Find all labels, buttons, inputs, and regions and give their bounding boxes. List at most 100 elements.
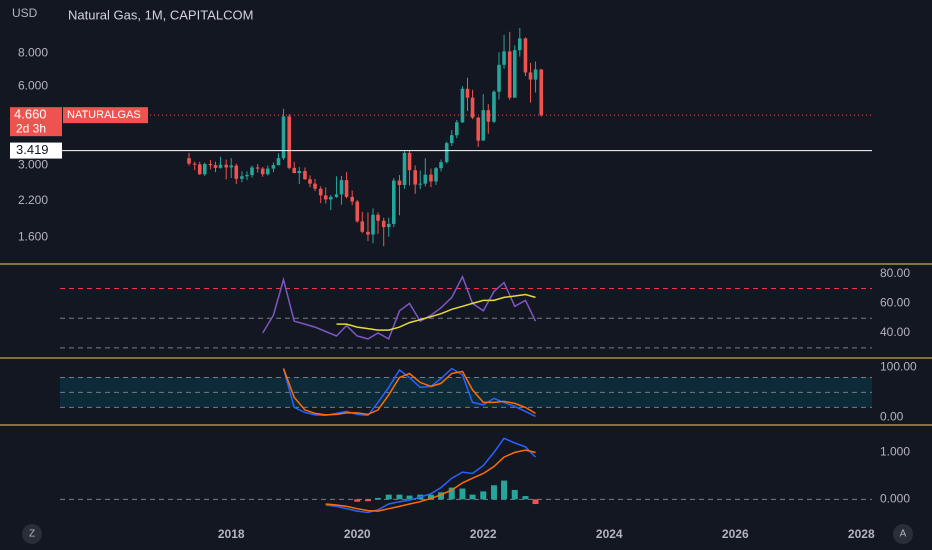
candle-body [418, 183, 423, 185]
candle-body [533, 69, 538, 80]
x-tick-label: 2020 [344, 527, 371, 541]
indicator-line [282, 368, 536, 416]
histogram-bar [364, 499, 371, 502]
indicator-line [325, 449, 536, 512]
candle-body [187, 158, 191, 164]
candle-body [265, 168, 270, 175]
histogram-bar [427, 494, 434, 500]
histogram-bar [448, 487, 455, 500]
countdown: 2d 3h [16, 121, 46, 135]
candle-body [376, 214, 380, 221]
candle-body [492, 91, 496, 122]
candle-body [397, 180, 402, 185]
candle-body [360, 221, 365, 232]
y-tick-label: 8.000 [18, 46, 48, 60]
histogram-bar [469, 494, 476, 500]
candle-body [218, 164, 223, 168]
currency: USD [12, 6, 38, 20]
auto-button-label[interactable]: A [900, 529, 907, 540]
candle-body [381, 220, 386, 228]
candle-body [502, 51, 506, 65]
candle-body [224, 164, 228, 168]
last-price-label: 4.660 [14, 107, 47, 122]
candle-body [507, 51, 512, 98]
candle-body [250, 167, 254, 176]
candle-body [255, 167, 260, 169]
candle-body [334, 194, 339, 197]
histogram-bar [406, 495, 413, 500]
histogram-bar [396, 494, 403, 500]
x-tick-label: 2026 [722, 527, 749, 541]
x-tick-label: 2024 [596, 527, 623, 541]
histogram-bar [480, 491, 487, 500]
auto-button[interactable] [893, 524, 913, 544]
histogram-bar [438, 492, 445, 500]
candle-body [234, 165, 239, 179]
candle-body [512, 50, 517, 98]
candle-body [444, 143, 449, 163]
symbol-label: NATURALGAS [67, 109, 141, 121]
candle-body [245, 175, 249, 177]
candle-body [344, 180, 349, 197]
x-tick-label: 2028 [848, 527, 875, 541]
candle-body [297, 170, 302, 173]
y-tick-label: 80.00 [880, 266, 910, 280]
price-line-box [10, 142, 62, 159]
candle-body [197, 164, 202, 175]
candle-body [528, 72, 533, 80]
candle-body [229, 165, 234, 168]
chart-title: Natural Gas, 1M, CAPITALCOM [68, 7, 253, 22]
candle-body [481, 110, 486, 141]
candle-body [539, 69, 544, 116]
price-line-label: 3.419 [16, 142, 49, 157]
histogram-bar [354, 499, 361, 502]
candle-body [386, 223, 391, 228]
zoom-button[interactable] [22, 524, 42, 544]
candle-body [439, 162, 443, 169]
candle-body [213, 165, 218, 168]
candle-body [465, 88, 470, 98]
y-tick-label: 40.00 [880, 325, 910, 339]
histogram-bar [385, 494, 392, 500]
histogram-bar [459, 488, 466, 500]
zoom-button-label[interactable]: Z [29, 529, 35, 540]
candle-body [339, 180, 344, 195]
candle-body [454, 122, 459, 136]
candle-body [208, 164, 213, 166]
candle-body [407, 152, 412, 171]
candle-body [470, 97, 475, 118]
y-tick-label: 60.00 [880, 296, 910, 310]
histogram-bar [501, 480, 508, 500]
candle-body [523, 38, 528, 73]
indicator-line [336, 293, 536, 331]
candle-body [517, 38, 522, 51]
candle-body [429, 174, 433, 182]
histogram-bar [490, 485, 497, 500]
indicator-line [325, 437, 537, 514]
y-tick-label: 6.000 [18, 78, 48, 92]
y-tick-label: 2.200 [18, 193, 48, 207]
y-tick-label: 100.00 [880, 360, 917, 374]
candle-body [402, 152, 407, 185]
y-tick-label: 1.000 [880, 445, 910, 459]
candle-body [281, 116, 286, 159]
candle-body [355, 201, 360, 222]
candle-body [271, 165, 276, 169]
candle-body [323, 195, 328, 200]
histogram-bar [532, 499, 539, 505]
histogram-bar [511, 489, 518, 500]
x-tick-label: 2018 [218, 527, 245, 541]
candle-body [423, 174, 428, 184]
indicator-line [262, 274, 537, 340]
candle-body [308, 179, 312, 184]
candle-body [313, 183, 317, 189]
candle-body [240, 176, 244, 179]
candle-body [276, 158, 281, 166]
candle-body [292, 167, 297, 173]
candle-body [366, 231, 370, 235]
candle-body [287, 116, 291, 168]
candle-body [260, 168, 265, 175]
candle-body [318, 188, 323, 196]
